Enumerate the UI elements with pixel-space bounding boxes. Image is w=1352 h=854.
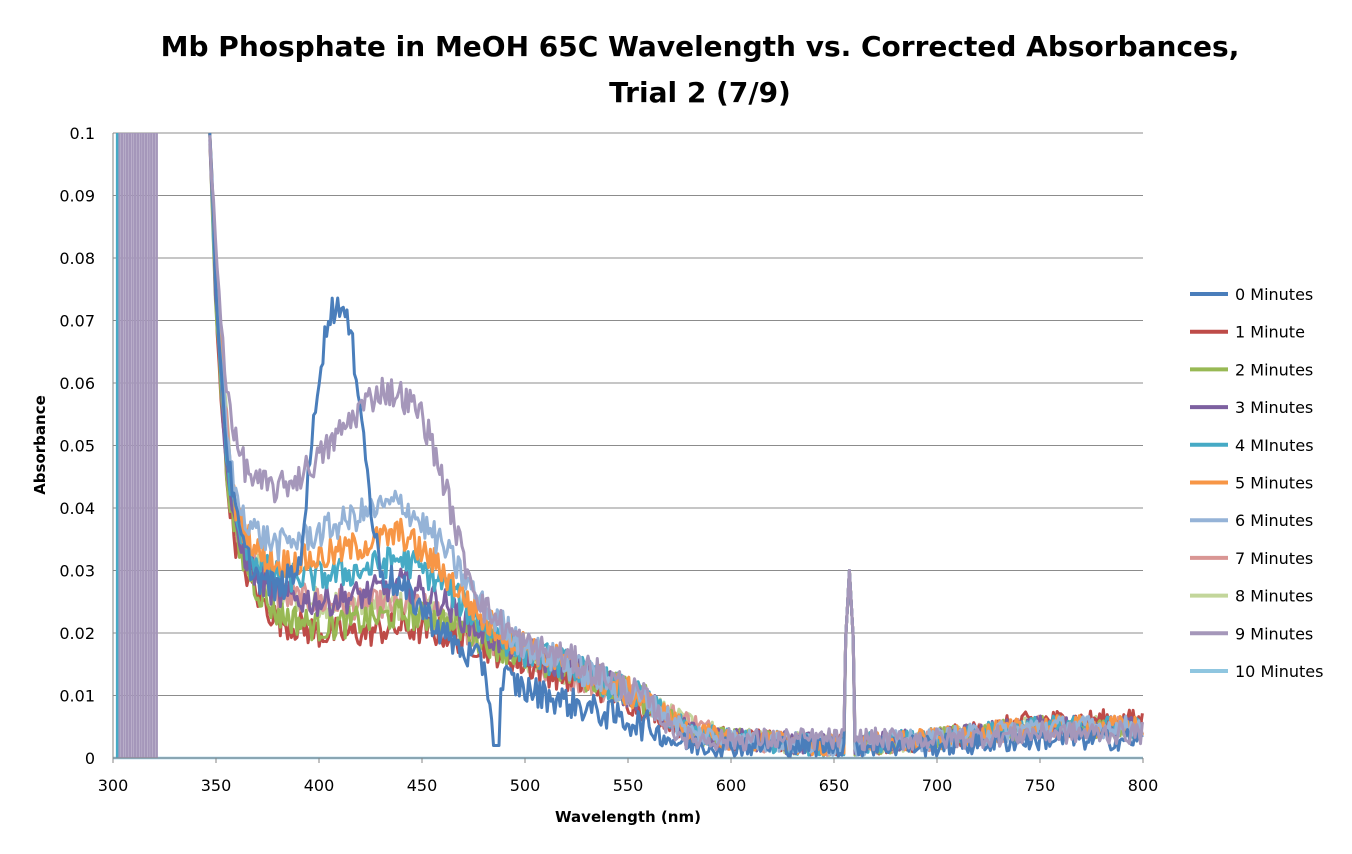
y-tick-label: 0.02	[59, 624, 95, 643]
legend-label: 8 Minutes	[1235, 587, 1313, 606]
axes	[112, 133, 1144, 763]
series-line-5	[208, 132, 1144, 757]
y-axis-title: Absorbance	[31, 395, 49, 495]
legend-label: 0 Minutes	[1235, 285, 1313, 304]
legend-label: 10 Minutes	[1235, 662, 1323, 681]
legend-label: 3 Minutes	[1235, 398, 1313, 417]
y-tick-label: 0.01	[59, 687, 95, 706]
x-tick-label: 400	[304, 776, 335, 795]
legend-label: 9 Minutes	[1235, 624, 1313, 643]
chart-title-line-2: Trial 2 (7/9)	[609, 76, 791, 109]
chart-title-line-1: Mb Phosphate in MeOH 65C Wavelength vs. …	[161, 30, 1240, 63]
y-tick-label: 0	[85, 749, 95, 768]
x-tick-label: 600	[716, 776, 747, 795]
y-tick-label: 0.04	[59, 499, 95, 518]
y-tick-label: 0.1	[70, 124, 95, 143]
series-line-8	[208, 132, 1143, 758]
x-tick-label: 550	[613, 776, 644, 795]
series-line-9	[208, 135, 1144, 752]
series-line-7	[208, 143, 1144, 757]
x-tick-label: 350	[201, 776, 232, 795]
y-tick-label: 0.09	[59, 187, 95, 206]
series-line-3	[208, 139, 1144, 757]
series-line-4	[208, 132, 1144, 758]
y-tick-labels: 0 0.01 0.02 0.03 0.04 0.05 0.06 0.07 0.08 0.09 0.1	[59, 124, 95, 768]
legend-label: 4 MInutes	[1235, 436, 1314, 455]
x-tick-label: 650	[819, 776, 850, 795]
legend: 0 Minutes 1 Minute 2 Minutes 3 Minutes 4 MIn…	[1190, 285, 1323, 681]
x-tick-label: 750	[1025, 776, 1056, 795]
x-tick-label: 500	[510, 776, 541, 795]
legend-label: 1 Minute	[1235, 323, 1305, 342]
series-line-1	[208, 132, 1144, 757]
x-tick-label: 700	[922, 776, 953, 795]
x-tick-label: 450	[407, 776, 438, 795]
series-line-0	[208, 132, 1144, 759]
series-line-2	[208, 134, 1143, 757]
x-tick-label: 300	[98, 776, 129, 795]
legend-label: 7 Minutes	[1235, 549, 1313, 568]
y-tick-label: 0.07	[59, 312, 95, 331]
y-tick-label: 0.05	[59, 437, 95, 456]
legend-label: 5 Minutes	[1235, 474, 1313, 493]
y-tick-label: 0.08	[59, 249, 95, 268]
y-tick-label: 0.03	[59, 562, 95, 581]
y-tick-label: 0.06	[59, 374, 95, 393]
x-tick-labels: 300 350 400 450 500 550 600 650 700 750 800	[98, 776, 1159, 795]
legend-label: 6 Minutes	[1235, 511, 1313, 530]
x-axis-title: Wavelength (nm)	[555, 808, 701, 826]
x-tick-label: 800	[1128, 776, 1159, 795]
legend-label: 2 Minutes	[1235, 360, 1313, 379]
